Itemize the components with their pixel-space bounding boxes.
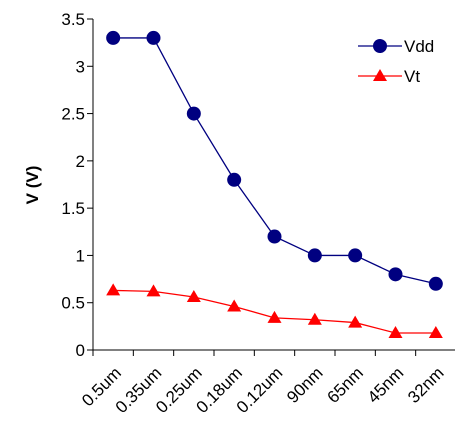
x-tick-label: 45nm xyxy=(364,363,408,407)
legend-marker-vdd xyxy=(373,39,387,53)
data-point-vdd xyxy=(388,267,403,282)
x-tick-label: 32nm xyxy=(404,363,448,407)
y-tick-label: 1.5 xyxy=(61,199,85,218)
y-tick-label: 3.5 xyxy=(61,10,85,29)
data-point-vt xyxy=(348,315,363,328)
data-point-vdd xyxy=(106,30,121,45)
data-point-vdd xyxy=(348,248,363,263)
x-tick-label: 0.12um xyxy=(233,363,287,417)
data-point-vdd xyxy=(227,172,242,187)
data-point-vt xyxy=(186,290,201,303)
data-point-vdd xyxy=(267,229,282,244)
data-point-vt xyxy=(307,312,322,325)
y-axis-ticks: 0 0.5 1 1.5 2 2.5 3 3.5 xyxy=(61,10,93,360)
legend-label-vt: Vt xyxy=(404,67,420,86)
y-tick-label: 3 xyxy=(76,57,85,76)
legend-marker-vt xyxy=(373,69,387,81)
x-tick-label: 90nm xyxy=(283,363,327,407)
y-axis-label: V (V) xyxy=(23,166,42,205)
data-point-vdd xyxy=(146,30,161,45)
legend: Vdd Vt xyxy=(358,37,434,86)
y-tick-label: 1 xyxy=(76,246,85,265)
data-point-vt xyxy=(227,299,242,312)
data-point-vdd xyxy=(307,248,322,263)
data-point-vdd xyxy=(186,106,201,121)
data-point-vt xyxy=(428,325,443,338)
series-line-vdd xyxy=(113,37,436,285)
data-point-vt xyxy=(267,310,282,323)
legend-label-vdd: Vdd xyxy=(404,37,434,56)
x-tick-label: 65nm xyxy=(323,363,367,407)
y-tick-label: 0.5 xyxy=(61,294,85,313)
data-point-vdd xyxy=(428,276,443,291)
axes xyxy=(92,19,455,351)
series-layer xyxy=(106,30,443,338)
y-tick-label: 2 xyxy=(76,152,85,171)
data-point-vt xyxy=(388,325,403,338)
y-tick-label: 0 xyxy=(76,341,85,360)
data-point-vt xyxy=(146,284,161,297)
x-axis-ticks: 0.5um0.35um0.25um0.18um0.12um90nm65nm45n… xyxy=(78,350,448,417)
data-point-vt xyxy=(106,283,121,296)
y-tick-label: 2.5 xyxy=(61,105,85,124)
